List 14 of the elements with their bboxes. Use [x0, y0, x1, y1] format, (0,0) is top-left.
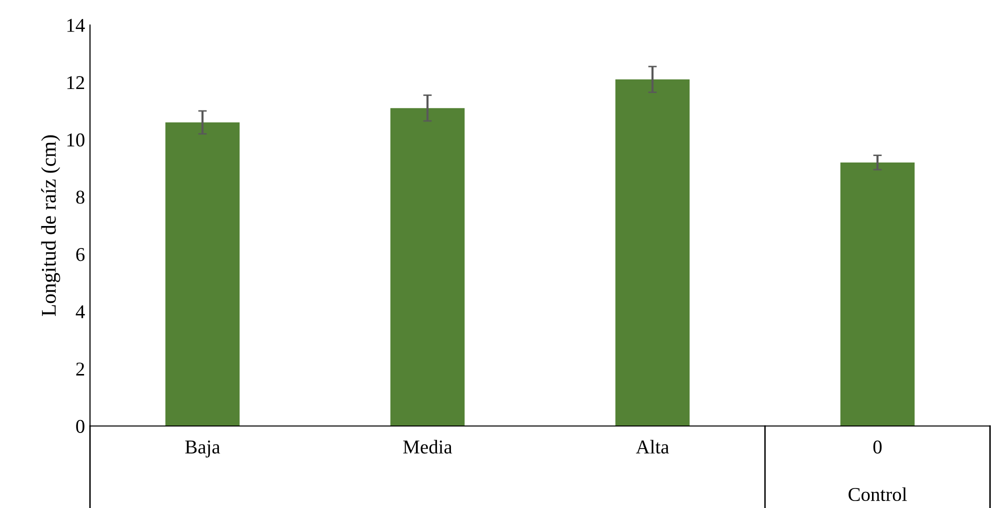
y-tick-label: 0: [76, 420, 84, 433]
y-tick-label: 6: [76, 248, 85, 262]
x-tick-label: Baja: [185, 440, 220, 458]
y-axis-title: Longitud de raíz (cm): [41, 135, 60, 316]
y-tick-label: 4: [76, 305, 85, 318]
x-tick-label: Media: [403, 440, 452, 454]
text: Control: [848, 487, 907, 502]
y-tick-label: 12: [67, 76, 84, 90]
y-tick-label: 2: [76, 362, 84, 376]
x-tick-label: 0: [873, 440, 882, 454]
y-tick-label: 10: [67, 133, 84, 147]
x-tick-label: Alta: [636, 440, 669, 454]
y-tick-label: 14: [67, 18, 85, 32]
y-tick-label: 8: [76, 190, 84, 204]
